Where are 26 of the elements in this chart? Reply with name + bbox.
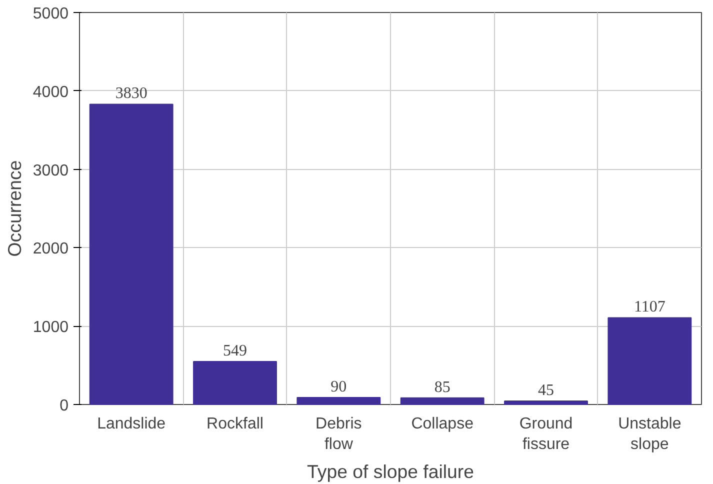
bar bbox=[193, 360, 277, 404]
bar bbox=[400, 397, 484, 404]
x-tick-label: Debris flow bbox=[316, 416, 362, 453]
y-tick-label: 0 bbox=[60, 398, 69, 414]
y-tick-label: 1000 bbox=[32, 319, 69, 336]
data-label: 45 bbox=[538, 382, 554, 399]
y-tick-label: 2000 bbox=[32, 240, 69, 258]
x-tick-label: Rockfall bbox=[206, 416, 264, 432]
bar bbox=[296, 396, 381, 404]
x-axis-title: Type of slope failure bbox=[307, 460, 474, 482]
bar bbox=[89, 104, 174, 404]
data-label: 3830 bbox=[115, 85, 148, 102]
data-label: 90 bbox=[330, 378, 347, 396]
y-tick-label: 4000 bbox=[32, 84, 69, 101]
x-tick-label: Landslide bbox=[97, 416, 166, 432]
bar bbox=[504, 400, 588, 404]
x-tick-label: Ground fissure bbox=[519, 416, 573, 453]
y-tick-label: 3000 bbox=[32, 162, 69, 180]
x-tick-label: Unstable slope bbox=[618, 416, 682, 453]
y-axis-title: Occurrence bbox=[4, 160, 25, 257]
data-label: 549 bbox=[223, 342, 247, 360]
data-label: 1107 bbox=[634, 298, 666, 316]
data-label: 85 bbox=[434, 378, 450, 396]
y-tick-label: 5000 bbox=[32, 6, 69, 22]
x-tick-label: Collapse bbox=[411, 416, 474, 432]
bar bbox=[608, 317, 692, 404]
